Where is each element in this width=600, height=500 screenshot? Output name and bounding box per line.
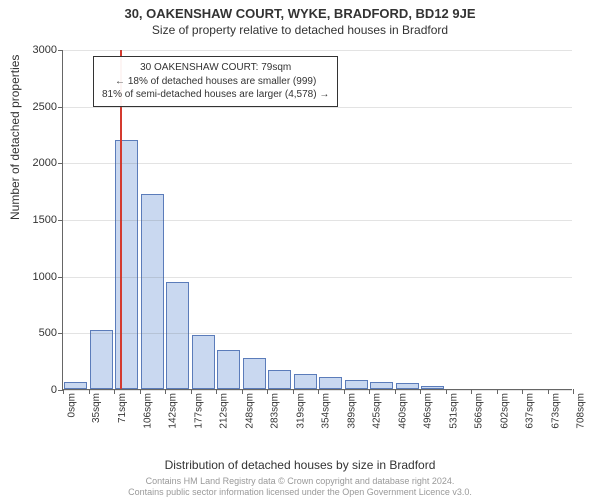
xtick-label: 602sqm [500,389,511,429]
gridline [63,333,572,334]
annotation-line: 30 OAKENSHAW COURT: 79sqm [102,61,329,75]
plot-area: 30 OAKENSHAW COURT: 79sqm← 18% of detach… [62,50,572,390]
xtick-mark [318,389,319,394]
xtick-label: 106sqm [143,389,154,429]
xtick-label: 35sqm [92,389,103,423]
annotation-box: 30 OAKENSHAW COURT: 79sqm← 18% of detach… [93,56,338,107]
xtick-mark [522,389,523,394]
xtick-label: 566sqm [474,389,485,429]
ytick-label: 3000 [33,44,63,56]
xtick-mark [548,389,549,394]
xtick-label: 389sqm [347,389,358,429]
xtick-mark [242,389,243,394]
ytick-label: 2000 [33,157,63,169]
ytick-label: 2500 [33,101,63,113]
ytick-label: 0 [51,384,63,396]
xtick-mark [165,389,166,394]
xtick-label: 177sqm [194,389,205,429]
xtick-label: 708sqm [576,389,587,429]
xtick-label: 673sqm [551,389,562,429]
histogram-bar [141,194,164,389]
histogram-bar [64,382,87,389]
xtick-mark [216,389,217,394]
footer-line-1: Contains HM Land Registry data © Crown c… [0,476,600,487]
gridline [63,107,572,108]
xtick-mark [497,389,498,394]
histogram-bar [294,374,317,389]
xtick-mark [395,389,396,394]
histogram-bar [319,377,342,389]
ytick-label: 1500 [33,214,63,226]
xtick-mark [369,389,370,394]
xtick-mark [191,389,192,394]
histogram-bar [345,380,368,389]
xtick-mark [471,389,472,394]
chart-title-main: 30, OAKENSHAW COURT, WYKE, BRADFORD, BD1… [0,0,600,21]
xtick-label: 319sqm [296,389,307,429]
xtick-label: 0sqm [66,389,77,417]
ytick-label: 1000 [33,271,63,283]
histogram-bar [90,330,113,389]
histogram-bar [370,382,393,389]
xtick-mark [420,389,421,394]
xtick-label: 496sqm [423,389,434,429]
histogram-bar [192,335,215,389]
xtick-mark [446,389,447,394]
xtick-label: 531sqm [449,389,460,429]
chart-title-sub: Size of property relative to detached ho… [0,21,600,37]
xtick-mark [114,389,115,394]
footer-line-2: Contains public sector information licen… [0,487,600,498]
ytick-label: 500 [39,327,63,339]
xtick-label: 142sqm [168,389,179,429]
xtick-label: 248sqm [245,389,256,429]
annotation-line: ← 18% of detached houses are smaller (99… [102,75,329,89]
xtick-mark [63,389,64,394]
xtick-mark [573,389,574,394]
xtick-label: 354sqm [321,389,332,429]
xtick-mark [89,389,90,394]
xtick-mark [267,389,268,394]
xtick-label: 283sqm [270,389,281,429]
histogram-bar [268,370,291,389]
xtick-mark [140,389,141,394]
xtick-label: 460sqm [398,389,409,429]
y-axis-label: Number of detached properties [8,55,22,220]
gridline [63,277,572,278]
xtick-mark [293,389,294,394]
histogram-bar [115,140,138,389]
xtick-label: 71sqm [117,389,128,423]
xtick-label: 212sqm [219,389,230,429]
gridline [63,220,572,221]
footer-attribution: Contains HM Land Registry data © Crown c… [0,476,600,498]
histogram-bar [166,282,189,389]
x-axis-label: Distribution of detached houses by size … [0,458,600,472]
annotation-line: 81% of semi-detached houses are larger (… [102,88,329,102]
gridline [63,163,572,164]
xtick-label: 425sqm [372,389,383,429]
histogram-bar [243,358,266,389]
gridline [63,50,572,51]
xtick-label: 637sqm [525,389,536,429]
xtick-mark [344,389,345,394]
histogram-bar [217,350,240,389]
